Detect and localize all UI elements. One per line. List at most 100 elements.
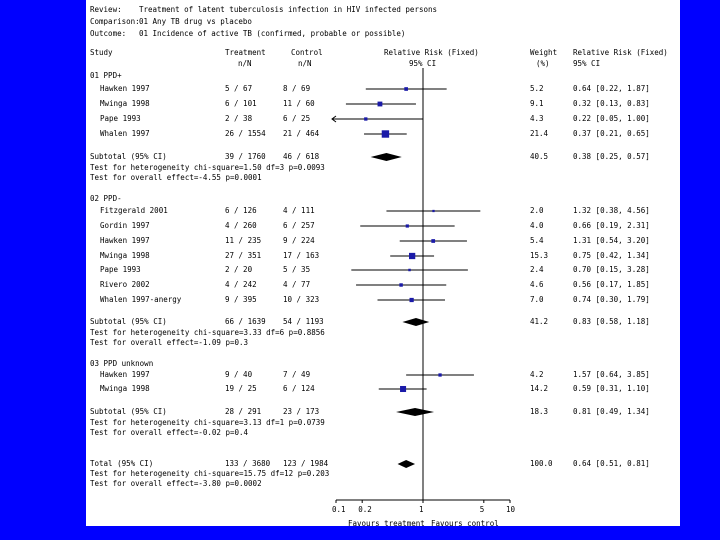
study-point (399, 283, 403, 287)
study-weight: 14.2 (530, 384, 549, 393)
total-overall-effect-test: Test for overall effect=-3.80 p=0.0002 (90, 479, 262, 488)
study-ci: 1.32 [0.38, 4.56] (573, 206, 650, 215)
col-treatment-sub: n/N (238, 59, 252, 68)
total-weight: 100.0 (530, 459, 553, 468)
subtotal-ci: 0.38 [0.25, 0.57] (573, 152, 650, 161)
col-treatment: Treatment (225, 48, 266, 57)
study-weight: 4.0 (530, 221, 544, 230)
study-weight: 7.0 (530, 295, 544, 304)
subtotal-weight: 41.2 (530, 317, 549, 326)
subtotal-treatment: 39 / 1760 (225, 152, 266, 161)
overall-effect-test: Test for overall effect=-1.09 p=0.3 (90, 338, 249, 347)
study-ci: 1.57 [0.64, 3.85] (573, 370, 650, 379)
study-name: Fitzgerald 2001 (100, 206, 168, 215)
subtotal-label: Subtotal (95% CI) (90, 407, 167, 416)
study-point (408, 268, 411, 272)
heterogeneity-test: Test for heterogeneity chi-square=3.13 d… (90, 418, 325, 427)
x-tick-label: 0.1 (332, 505, 346, 514)
subtotal-label: Subtotal (95% CI) (90, 317, 167, 326)
study-weight: 4.2 (530, 370, 544, 379)
study-treatment: 26 / 1554 (225, 129, 266, 138)
total-label: Total (95% CI) (90, 459, 154, 468)
group-header: 02 PPD- (90, 194, 122, 203)
study-ci: 0.75 [0.42, 1.34] (573, 251, 650, 260)
study-name: Rivero 2002 (100, 280, 150, 289)
outcome-label: Outcome: (90, 29, 127, 38)
heterogeneity-test: Test for heterogeneity chi-square=3.33 d… (90, 328, 325, 337)
study-point (409, 252, 416, 260)
study-treatment: 11 / 235 (225, 236, 262, 245)
study-treatment: 19 / 25 (225, 384, 257, 393)
study-name: Mwinga 1998 (100, 99, 150, 108)
study-control: 5 / 35 (283, 265, 311, 274)
study-weight: 15.3 (530, 251, 549, 260)
study-weight: 2.4 (530, 265, 544, 274)
total-diamond (397, 460, 416, 468)
study-control: 6 / 257 (283, 221, 315, 230)
study-name: Mwinga 1998 (100, 251, 150, 260)
total-heterogeneity-test: Test for heterogeneity chi-square=15.75 … (90, 469, 330, 478)
subtotal-ci: 0.83 [0.58, 1.18] (573, 317, 650, 326)
study-treatment: 27 / 351 (225, 251, 262, 260)
subtotal-diamond (402, 318, 430, 326)
review-label: Review: (90, 5, 122, 14)
subtotal-control: 23 / 173 (283, 407, 320, 416)
study-weight: 2.0 (530, 206, 544, 215)
study-ci: 0.64 [0.22, 1.87] (573, 84, 650, 93)
study-ci: 0.59 [0.31, 1.10] (573, 384, 650, 393)
review-value: Treatment of latent tuberculosis infecti… (139, 5, 438, 14)
study-name: Whalen 1997 (100, 129, 150, 138)
study-treatment: 5 / 67 (225, 84, 253, 93)
study-point (364, 117, 368, 121)
study-name: Hawken 1997 (100, 84, 150, 93)
favours-treatment-label: Favours treatment (348, 519, 425, 526)
study-control: 11 / 60 (283, 99, 315, 108)
col-weight-sub: (%) (536, 59, 550, 68)
study-treatment: 6 / 126 (225, 206, 257, 215)
study-treatment: 4 / 242 (225, 280, 257, 289)
subtotal-diamond (370, 153, 402, 161)
study-name: Hawken 1997 (100, 236, 150, 245)
study-control: 8 / 69 (283, 84, 311, 93)
study-treatment: 2 / 38 (225, 114, 253, 123)
col-rr: Relative Risk (Fixed) (384, 48, 479, 57)
study-ci: 0.37 [0.21, 0.65] (573, 129, 650, 138)
outcome-value: 01 Incidence of active TB (confirmed, pr… (139, 29, 406, 38)
study-point (377, 101, 383, 107)
col-rr2: Relative Risk (Fixed) (573, 48, 668, 57)
study-weight: 4.3 (530, 114, 544, 123)
study-ci: 0.66 [0.19, 2.31] (573, 221, 650, 230)
col-rr2-sub: 95% CI (573, 59, 601, 68)
x-tick-label: 1 (419, 505, 424, 514)
total-treatment: 133 / 3680 (225, 459, 271, 468)
x-tick-label: 0.2 (358, 505, 372, 514)
study-ci: 1.31 [0.54, 3.20] (573, 236, 650, 245)
forest-plot-sheet: Review: Treatment of latent tuberculosis… (86, 0, 680, 526)
subtotal-control: 54 / 1193 (283, 317, 324, 326)
col-control: Control (291, 48, 323, 57)
study-ci: 0.22 [0.05, 1.00] (573, 114, 650, 123)
heterogeneity-test: Test for heterogeneity chi-square=1.50 d… (90, 163, 325, 172)
study-control: 6 / 124 (283, 384, 315, 393)
study-weight: 21.4 (530, 129, 549, 138)
study-name: Gordin 1997 (100, 221, 150, 230)
study-point (404, 87, 408, 91)
study-weight: 4.6 (530, 280, 544, 289)
subtotal-ci: 0.81 [0.49, 1.34] (573, 407, 650, 416)
x-tick-label: 10 (506, 505, 516, 514)
study-name: Pape 1993 (100, 114, 141, 123)
study-ci: 0.70 [0.15, 3.28] (573, 265, 650, 274)
study-weight: 9.1 (530, 99, 544, 108)
study-control: 17 / 163 (283, 251, 320, 260)
study-point (381, 130, 390, 138)
study-control: 21 / 464 (283, 129, 320, 138)
study-point (400, 385, 407, 393)
group-header: 03 PPD unknown (90, 359, 154, 368)
study-treatment: 6 / 101 (225, 99, 257, 108)
study-name: Mwinga 1998 (100, 384, 150, 393)
comparison-label: Comparison: (90, 17, 140, 26)
subtotal-weight: 40.5 (530, 152, 549, 161)
study-control: 4 / 111 (283, 206, 315, 215)
study-name: Whalen 1997-anergy (100, 295, 182, 304)
comparison-value: 01 Any TB drug vs placebo (139, 17, 252, 26)
